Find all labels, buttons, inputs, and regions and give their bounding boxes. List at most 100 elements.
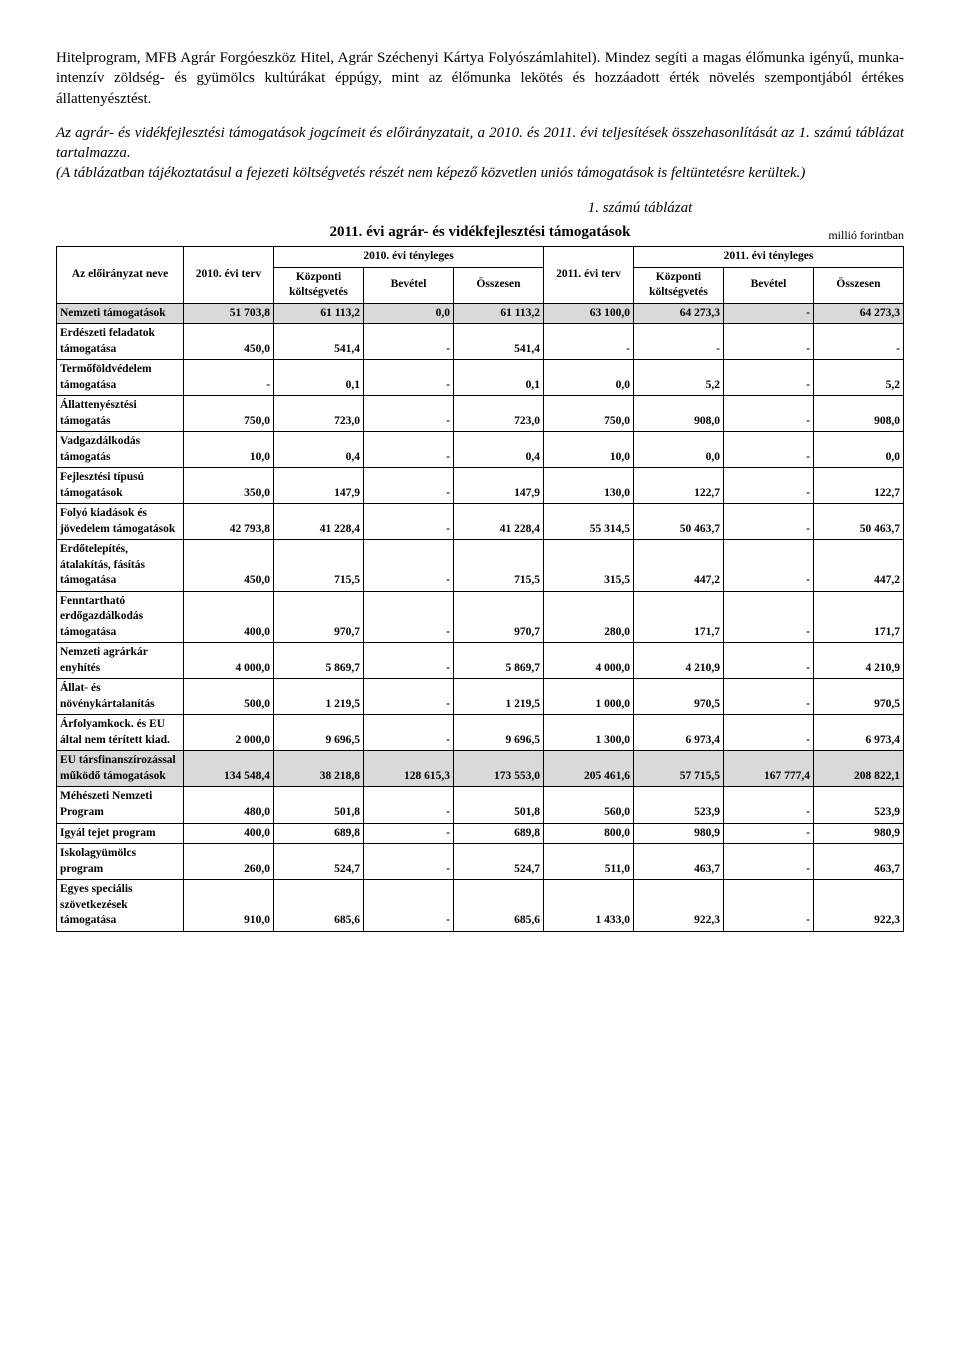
row-value: 134 548,4 bbox=[184, 751, 274, 787]
row-value: 922,3 bbox=[813, 880, 903, 932]
row-value: - bbox=[364, 880, 454, 932]
row-value: 980,9 bbox=[813, 823, 903, 844]
th-plan2011: 2011. évi terv bbox=[543, 247, 633, 304]
table-header-block: 1. számú táblázat 2011. évi agrár- és vi… bbox=[56, 198, 904, 243]
row-value: 970,7 bbox=[454, 591, 544, 643]
row-value: 689,8 bbox=[454, 823, 544, 844]
row-label: Nemzeti agrárkár enyhítés bbox=[57, 643, 184, 679]
row-value: 0,4 bbox=[274, 432, 364, 468]
row-value: 689,8 bbox=[274, 823, 364, 844]
row-value: 450,0 bbox=[184, 540, 274, 592]
row-value: 128 615,3 bbox=[364, 751, 454, 787]
row-value: 50 463,7 bbox=[633, 504, 723, 540]
row-value: - bbox=[364, 844, 454, 880]
row-value: 908,0 bbox=[813, 396, 903, 432]
row-label: Nemzeti támogatások bbox=[57, 303, 184, 324]
row-value: 63 100,0 bbox=[543, 303, 633, 324]
row-value: - bbox=[364, 540, 454, 592]
row-value: - bbox=[364, 679, 454, 715]
row-label: Fenntartható erdőgazdálkodás támogatása bbox=[57, 591, 184, 643]
supports-table: Az előirányzat neve 2010. évi terv 2010.… bbox=[56, 246, 904, 932]
row-value: 400,0 bbox=[184, 823, 274, 844]
row-value: 51 703,8 bbox=[184, 303, 274, 324]
table-row: Iskolagyümölcs program260,0524,7-524,751… bbox=[57, 844, 904, 880]
table-row: Állat- és növénykártalanítás500,01 219,5… bbox=[57, 679, 904, 715]
row-value: 173 553,0 bbox=[454, 751, 544, 787]
table-number: 1. számú táblázat bbox=[56, 198, 904, 218]
table-row: Folyó kiadások és jövedelem támogatások4… bbox=[57, 504, 904, 540]
row-value: 315,5 bbox=[543, 540, 633, 592]
row-value: 5 869,7 bbox=[454, 643, 544, 679]
row-value: - bbox=[723, 823, 813, 844]
intro-paragraph-2: Az agrár- és vidékfejlesztési támogatáso… bbox=[56, 123, 904, 184]
row-value: 171,7 bbox=[813, 591, 903, 643]
row-value: 5 869,7 bbox=[274, 643, 364, 679]
row-value: 2 000,0 bbox=[184, 715, 274, 751]
row-value: 910,0 bbox=[184, 880, 274, 932]
row-value: 61 113,2 bbox=[274, 303, 364, 324]
row-value: 147,9 bbox=[454, 468, 544, 504]
row-value: 480,0 bbox=[184, 787, 274, 823]
row-value: - bbox=[364, 324, 454, 360]
row-label: Állat- és növénykártalanítás bbox=[57, 679, 184, 715]
row-value: 205 461,6 bbox=[543, 751, 633, 787]
row-value: 523,9 bbox=[813, 787, 903, 823]
table-row: Fejlesztési típusú támogatások350,0147,9… bbox=[57, 468, 904, 504]
row-value: 1 300,0 bbox=[543, 715, 633, 751]
row-value: 1 219,5 bbox=[274, 679, 364, 715]
row-value: 501,8 bbox=[274, 787, 364, 823]
row-value: 280,0 bbox=[543, 591, 633, 643]
row-value: - bbox=[723, 504, 813, 540]
th-group-2010: 2010. évi tényleges bbox=[274, 247, 544, 268]
row-value: 560,0 bbox=[543, 787, 633, 823]
row-value: 147,9 bbox=[274, 468, 364, 504]
row-value: 524,7 bbox=[454, 844, 544, 880]
table-row: Nemzeti támogatások51 703,861 113,20,061… bbox=[57, 303, 904, 324]
row-value: - bbox=[723, 360, 813, 396]
row-value: 4 210,9 bbox=[813, 643, 903, 679]
row-value: 167 777,4 bbox=[723, 751, 813, 787]
row-label: Fejlesztési típusú támogatások bbox=[57, 468, 184, 504]
table-row: Igyál tejet program400,0689,8-689,8800,0… bbox=[57, 823, 904, 844]
row-value: 500,0 bbox=[184, 679, 274, 715]
row-value: 1 219,5 bbox=[454, 679, 544, 715]
row-value: 723,0 bbox=[274, 396, 364, 432]
row-label: Egyes speciális szövetkezések támogatása bbox=[57, 880, 184, 932]
row-value: 122,7 bbox=[633, 468, 723, 504]
row-value: 6 973,4 bbox=[813, 715, 903, 751]
table-row: Erdőtelepítés, átalakítás, fásítás támog… bbox=[57, 540, 904, 592]
row-value: 715,5 bbox=[454, 540, 544, 592]
row-value: 10,0 bbox=[184, 432, 274, 468]
row-value: 61 113,2 bbox=[454, 303, 544, 324]
th-bevetel-2011: Bevétel bbox=[723, 267, 813, 303]
row-value: - bbox=[723, 303, 813, 324]
row-value: - bbox=[723, 540, 813, 592]
row-value: - bbox=[723, 880, 813, 932]
row-value: 10,0 bbox=[543, 432, 633, 468]
row-value: - bbox=[723, 432, 813, 468]
intro-paragraph-2b: (A táblázatban tájékoztatásul a fejezeti… bbox=[56, 165, 805, 181]
row-value: - bbox=[633, 324, 723, 360]
row-value: 685,6 bbox=[454, 880, 544, 932]
row-value: 970,7 bbox=[274, 591, 364, 643]
row-value: 501,8 bbox=[454, 787, 544, 823]
th-plan2010: 2010. évi terv bbox=[184, 247, 274, 304]
row-value: 9 696,5 bbox=[274, 715, 364, 751]
row-value: 0,0 bbox=[633, 432, 723, 468]
th-kozponti-2011: Központi költségvetés bbox=[633, 267, 723, 303]
row-value: 541,4 bbox=[274, 324, 364, 360]
table-row: Fenntartható erdőgazdálkodás támogatása4… bbox=[57, 591, 904, 643]
row-value: 0,0 bbox=[543, 360, 633, 396]
row-value: 970,5 bbox=[813, 679, 903, 715]
th-osszesen-2010: Összesen bbox=[454, 267, 544, 303]
row-label: Igyál tejet program bbox=[57, 823, 184, 844]
row-label: Folyó kiadások és jövedelem támogatások bbox=[57, 504, 184, 540]
row-value: 64 273,3 bbox=[633, 303, 723, 324]
table-row: Egyes speciális szövetkezések támogatása… bbox=[57, 880, 904, 932]
table-row: Erdészeti feladatok támogatása450,0541,4… bbox=[57, 324, 904, 360]
row-value: 541,4 bbox=[454, 324, 544, 360]
intro-paragraph-1: Hitelprogram, MFB Agrár Forgóeszköz Hite… bbox=[56, 48, 904, 109]
row-value: 0,0 bbox=[813, 432, 903, 468]
row-value: 50 463,7 bbox=[813, 504, 903, 540]
row-value: 750,0 bbox=[184, 396, 274, 432]
